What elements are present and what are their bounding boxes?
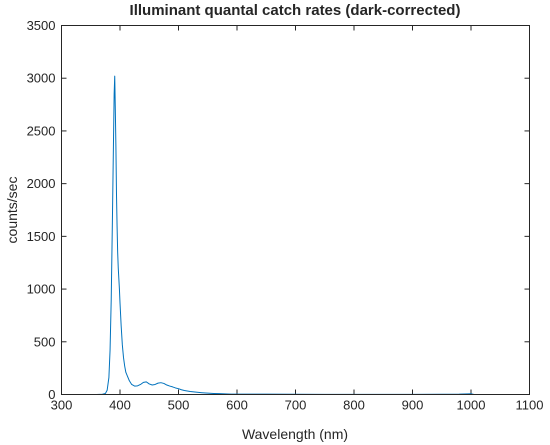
- y-tick-label: 500: [34, 334, 56, 349]
- x-axis-label: Wavelength (nm): [242, 426, 348, 442]
- plot-frame: [61, 25, 530, 395]
- x-tick-label: 1000: [457, 398, 486, 413]
- axis-ticks: 300 400 500 600 700 800 900 1000 1100 0 500 1000 150…: [27, 18, 544, 413]
- x-tick-label: 800: [343, 398, 365, 413]
- x-tick-label: 400: [109, 398, 131, 413]
- y-tick-label: 2500: [27, 123, 56, 138]
- x-tick-label: 1100: [516, 398, 544, 413]
- y-axis-label: counts/sec: [4, 177, 20, 244]
- y-tick-label: 1500: [27, 229, 56, 244]
- y-tick-label: 2000: [27, 176, 56, 191]
- x-tick-label: 500: [168, 398, 190, 413]
- x-tick-label: 600: [226, 398, 248, 413]
- x-tick-label: 700: [285, 398, 307, 413]
- chart-title: Illuminant quantal catch rates (dark-cor…: [130, 2, 461, 19]
- y-tick-label: 3500: [27, 18, 56, 33]
- plot-area: [61, 25, 530, 395]
- x-tick-label: 900: [402, 398, 424, 413]
- x-tick-label: 300: [51, 398, 73, 413]
- y-tick-label: 3000: [27, 71, 56, 86]
- y-tick-label: 1000: [27, 282, 56, 297]
- y-tick-label: 0: [48, 387, 55, 402]
